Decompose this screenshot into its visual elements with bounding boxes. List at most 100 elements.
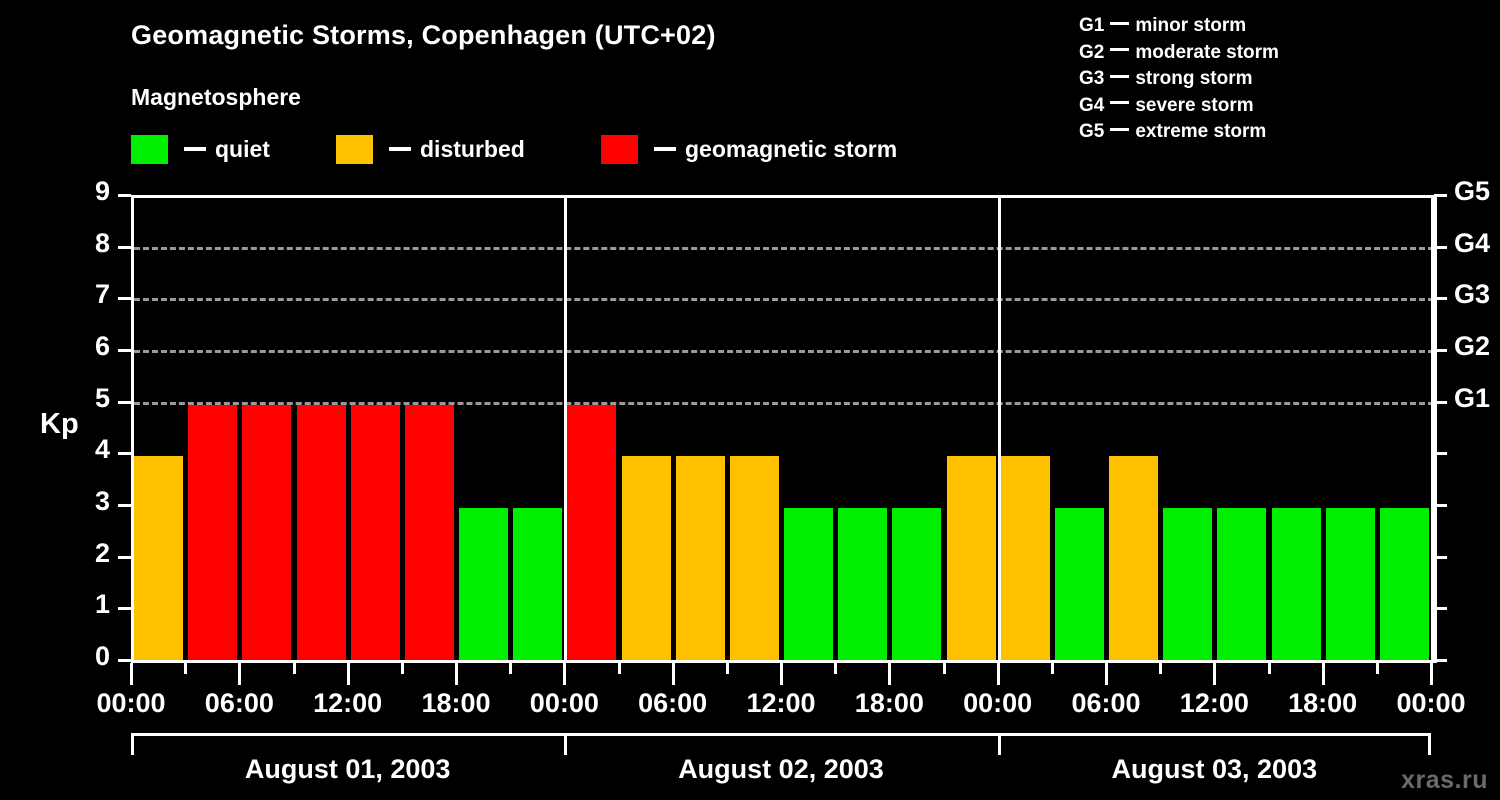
bar[interactable] — [242, 404, 292, 663]
y-tick — [118, 452, 131, 456]
x-tick-minor — [834, 663, 838, 674]
g-scale-row-g1: G1 minor storm — [1079, 13, 1279, 40]
g-axis-tick — [1434, 452, 1447, 456]
bar[interactable] — [1000, 456, 1050, 663]
x-tick-label: 18:00 — [854, 688, 924, 718]
bar[interactable] — [1379, 508, 1429, 663]
legend-label: disturbed — [420, 135, 525, 162]
x-tick-minor — [617, 663, 621, 674]
legend-dash-icon — [654, 147, 676, 151]
y-tick — [118, 659, 131, 662]
x-tick-major — [1213, 663, 1217, 685]
plot-right-border — [1431, 195, 1434, 663]
gridline-kp-5 — [134, 401, 1434, 405]
x-tick-label: 00:00 — [96, 688, 166, 718]
g-scale-desc: severe storm — [1135, 94, 1254, 116]
x-tick-label: 00:00 — [963, 688, 1033, 718]
y-axis-title: Kp — [40, 408, 79, 440]
x-tick-minor — [1050, 663, 1054, 674]
bar[interactable] — [1217, 508, 1267, 663]
g-scale-desc: strong storm — [1135, 68, 1253, 89]
x-tick-label: 06:00 — [1071, 688, 1141, 718]
bar[interactable] — [459, 508, 509, 663]
bar[interactable] — [892, 508, 942, 663]
legend-swatch-quiet — [131, 134, 168, 164]
legend-item-quiet[interactable]: quiet — [131, 133, 270, 165]
x-tick-label: 06:00 — [204, 688, 274, 718]
bar[interactable] — [513, 508, 563, 663]
x-axis-line — [131, 660, 1434, 663]
g-axis-tick — [1434, 555, 1447, 559]
legend-item-geomagnetic-storm[interactable]: geomagnetic storm — [601, 133, 897, 165]
y-tick-label: 8 — [94, 227, 110, 258]
watermark: xras.ru — [1401, 766, 1488, 794]
x-tick-minor — [1159, 663, 1163, 674]
g-axis-label-g5: G5 — [1454, 176, 1491, 206]
bar[interactable] — [567, 404, 617, 663]
x-tick-minor — [942, 663, 946, 674]
g-scale-code: G4 — [1079, 94, 1105, 116]
g-axis-tick — [1434, 245, 1447, 249]
g-scale-row-g3: G3 strong storm — [1079, 66, 1279, 93]
bar[interactable] — [404, 404, 454, 663]
g-axis-label-g3: G3 — [1454, 279, 1491, 310]
x-tick-major — [1430, 663, 1433, 685]
chart-subtitle: Magnetosphere — [131, 84, 301, 110]
bar[interactable] — [784, 508, 834, 663]
y-tick — [118, 504, 131, 507]
g-scale-dash-icon — [1110, 127, 1130, 131]
x-tick-minor — [725, 663, 729, 674]
bar[interactable] — [1271, 508, 1321, 663]
x-tick-minor — [1375, 663, 1379, 674]
day-bracket-tick — [564, 733, 568, 755]
y-tick — [118, 555, 131, 559]
y-tick-label: 6 — [94, 331, 110, 361]
day-bracket-tick — [131, 733, 134, 755]
x-tick-label: 12:00 — [746, 688, 816, 718]
bar[interactable] — [729, 456, 779, 663]
y-tick-label: 4 — [94, 434, 110, 465]
g-scale-desc: minor storm — [1135, 15, 1247, 36]
bar[interactable] — [188, 404, 238, 663]
g-scale-dash-icon — [1110, 101, 1130, 105]
legend-swatch-geomagnetic-storm — [601, 134, 638, 164]
gridline-kp-8 — [134, 246, 1434, 250]
bar[interactable] — [675, 456, 725, 663]
bar[interactable] — [1163, 508, 1213, 663]
g-scale-dash-icon — [1110, 21, 1130, 25]
x-tick-major — [780, 663, 783, 685]
bar[interactable] — [134, 456, 184, 663]
x-tick-major — [130, 663, 133, 685]
g-axis-tick — [1434, 659, 1447, 662]
day-bracket-line — [131, 733, 1431, 736]
g-scale-code: G3 — [1079, 68, 1105, 89]
day-bracket-tick — [997, 733, 1001, 755]
g-axis-label-g1: G1 — [1454, 382, 1491, 413]
bar[interactable] — [838, 508, 888, 663]
gridline-kp-6 — [134, 350, 1434, 353]
bar[interactable] — [621, 456, 671, 663]
g-scale-dash-icon — [1110, 48, 1130, 52]
day-label: August 01, 2003 — [244, 754, 451, 784]
gridline-kp-7 — [134, 298, 1434, 302]
x-tick-minor — [184, 663, 188, 674]
bar[interactable] — [1109, 456, 1159, 663]
x-tick-label: 06:00 — [638, 688, 708, 718]
bar[interactable] — [296, 404, 346, 663]
day-label: August 03, 2003 — [1111, 754, 1318, 784]
x-tick-major — [1321, 663, 1325, 685]
x-tick-major — [888, 663, 892, 685]
bar[interactable] — [1325, 508, 1375, 663]
legend-item-disturbed[interactable]: disturbed — [336, 133, 525, 165]
bar[interactable] — [946, 456, 996, 663]
x-tick-major — [346, 663, 350, 685]
g-axis-tick — [1434, 400, 1447, 404]
bar[interactable] — [1054, 508, 1104, 663]
x-tick-label: 18:00 — [421, 688, 491, 718]
g-scale-row-g4: G4 severe storm — [1079, 93, 1279, 120]
g-axis-tick — [1434, 607, 1447, 611]
g-scale-dash-icon — [1110, 74, 1130, 78]
bar[interactable] — [350, 404, 400, 663]
day-separator — [564, 198, 568, 663]
g-axis-label-g4: G4 — [1454, 227, 1491, 258]
